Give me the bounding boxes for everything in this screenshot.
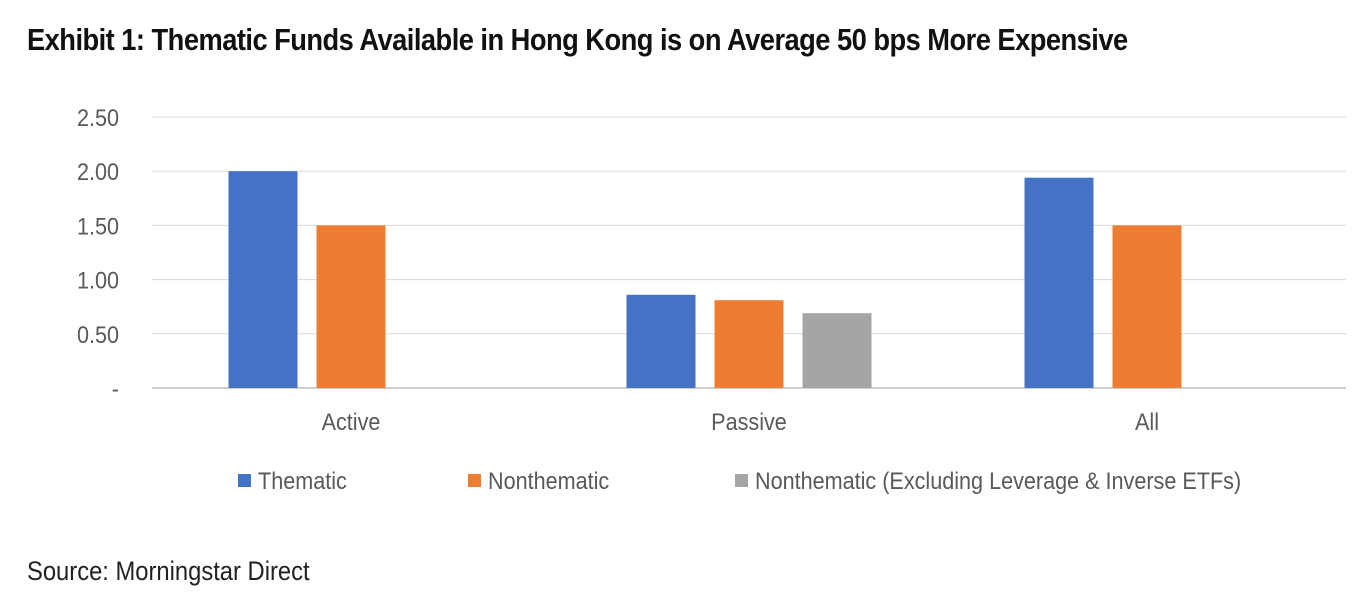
bar-nonthematic-passive: [714, 300, 784, 388]
chart-title: Exhibit 1: Thematic Funds Available in H…: [27, 22, 1128, 57]
legend-label: Thematic: [258, 467, 347, 494]
bar-nonthematic-passive: [802, 313, 872, 388]
y-axis-ticks: - 0.50 1.00 1.50 2.00 2.50: [77, 104, 119, 402]
y-tick-label: 2.50: [77, 104, 119, 131]
x-axis-labels: Active Passive All: [322, 408, 1159, 435]
legend-label: Nonthematic: [488, 467, 609, 494]
bar-thematic-active: [228, 171, 298, 388]
legend-swatch: [735, 474, 748, 487]
x-tick-label: Passive: [711, 408, 787, 435]
x-tick-label: Active: [322, 408, 381, 435]
y-tick-label: 2.00: [77, 158, 119, 185]
legend-swatch: [468, 474, 481, 487]
y-tick-label: 1.00: [77, 267, 119, 294]
y-tick-label: 0.50: [77, 321, 119, 348]
legend-swatch: [238, 474, 251, 487]
source-note: Source: Morningstar Direct: [27, 556, 310, 586]
bar-nonthematic-active: [316, 225, 386, 388]
bar-thematic-passive: [626, 294, 696, 388]
legend-label: Nonthematic (Excluding Leverage & Invers…: [755, 467, 1241, 494]
bars: [228, 171, 1182, 388]
legend: Thematic Nonthematic Nonthematic (Excludin…: [238, 467, 1241, 494]
y-tick-label: -: [112, 375, 119, 402]
y-tick-label: 1.50: [77, 212, 119, 239]
bar-thematic-all: [1024, 177, 1094, 388]
bar-nonthematic-all: [1112, 225, 1182, 388]
x-tick-label: All: [1135, 408, 1159, 435]
